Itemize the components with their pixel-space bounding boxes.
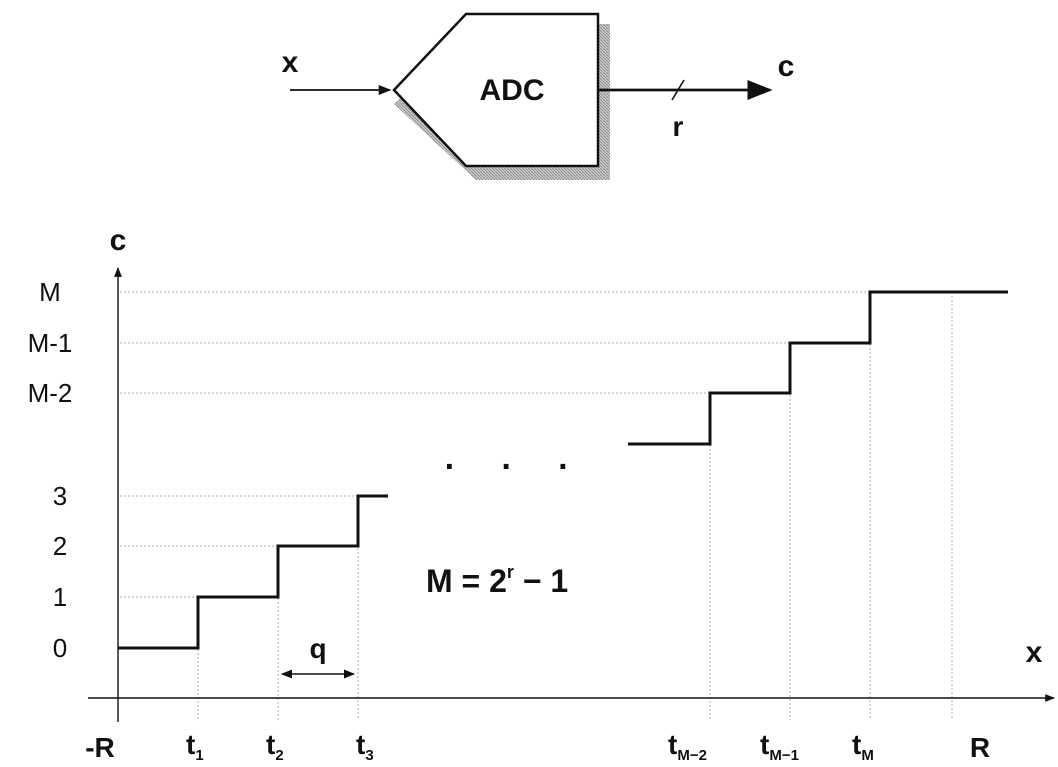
y-label-0: 0	[53, 633, 67, 663]
adc-block-label: ADC	[480, 74, 545, 107]
formula-rhs: − 1	[514, 563, 568, 599]
y-label-2: 2	[53, 531, 67, 561]
formula: M = 2r − 1	[426, 562, 568, 599]
x-label-tM-2: tM−2	[668, 729, 707, 764]
adc-bus-width-label: r	[673, 111, 684, 142]
y-label-M-2: M-2	[28, 378, 73, 408]
staircase-lower	[118, 494, 388, 650]
x-label-R: R	[970, 732, 990, 763]
x-label-neg-R: -R	[85, 732, 115, 763]
adc-block-body	[392, 12, 600, 168]
formula-lhs: M = 2	[426, 563, 507, 599]
adc-output-label: c	[778, 50, 795, 83]
y-level-labels: M M-1 M-2 3 2 1 0	[28, 277, 73, 663]
step-size-label: q	[309, 633, 326, 664]
x-label-t3: t3	[356, 729, 374, 764]
x-label-tM: tM	[852, 729, 874, 764]
gridlines	[120, 291, 1008, 720]
y-label-M: M	[39, 277, 61, 307]
adc-input-label: x	[282, 46, 299, 79]
staircase-upper	[628, 290, 1008, 446]
x-label-tM-1: tM−1	[760, 729, 799, 764]
x-label-t1: t1	[186, 729, 204, 764]
y-axis-label: c	[110, 224, 127, 257]
x-tick-labels: -R R t1 t2 t3 tM−2 tM−1 tM	[85, 729, 990, 764]
y-label-3: 3	[53, 481, 67, 511]
adc-bus-slash	[671, 79, 685, 101]
y-label-M-1: M-1	[28, 328, 73, 358]
x-label-t2: t2	[266, 729, 284, 764]
y-label-1: 1	[53, 582, 67, 612]
formula-exponent: r	[507, 562, 514, 582]
ellipsis: · · ·	[445, 448, 588, 486]
adc-block: ADC x r c	[282, 12, 795, 180]
x-axis-label: x	[1026, 636, 1043, 669]
